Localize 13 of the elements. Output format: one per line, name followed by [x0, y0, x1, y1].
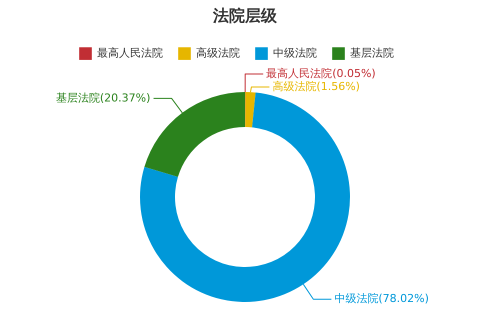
slice-label: 最高人民法院	[266, 67, 332, 80]
data-label: (78.02%)	[378, 292, 429, 306]
slice-label: 中级法院	[334, 292, 378, 306]
legend-label: 基层法院	[350, 46, 394, 60]
legend-label: 高级法院	[196, 46, 240, 60]
slice-label: 基层法院	[56, 91, 100, 104]
legend-label: 中级法院	[273, 46, 317, 60]
data-label: (1.56%)	[316, 80, 360, 93]
legend-label: 最高人民法院	[97, 46, 163, 60]
data-label: (20.37%)	[100, 91, 150, 104]
chart-title: 法院层级	[212, 6, 278, 25]
slice-label: 高级法院	[272, 80, 316, 93]
data-label: (0.05%)	[332, 67, 376, 80]
